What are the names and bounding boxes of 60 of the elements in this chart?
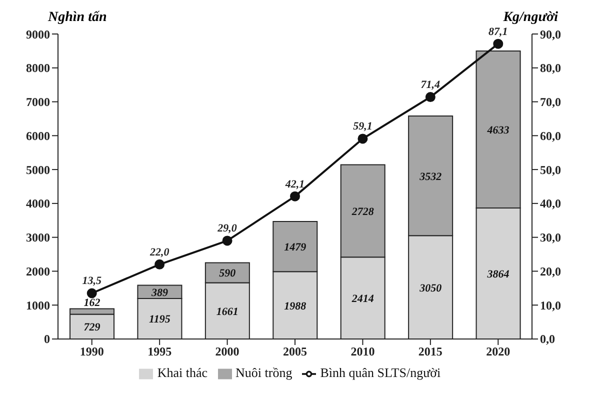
- data-label: 1195: [149, 314, 171, 326]
- data-label: 13,5: [82, 275, 102, 288]
- data-label: 389: [150, 286, 168, 299]
- x-tick-label: 2010: [350, 344, 375, 359]
- y2-tick-label: 70,0: [540, 95, 561, 110]
- data-label: 71,4: [420, 79, 441, 92]
- y-tick-label: 2000: [26, 264, 50, 278]
- point: [425, 92, 436, 102]
- y-axis-title: Nghìn tấn: [48, 10, 107, 26]
- point: [222, 236, 232, 246]
- y2-tick-label: 80,0: [540, 61, 561, 76]
- y2-tick-label: 10,0: [540, 298, 561, 312]
- data-label: 3864: [486, 268, 510, 281]
- point: [358, 134, 368, 144]
- point: [154, 259, 165, 270]
- point: [86, 288, 97, 298]
- data-label: 2414: [350, 293, 374, 306]
- y-tick-label: 4000: [26, 196, 50, 211]
- data-label: 29,0: [216, 222, 238, 235]
- y2-tick-label: 40,0: [540, 196, 561, 211]
- point: [290, 191, 300, 202]
- y-tick-label: 3000: [26, 230, 50, 245]
- data-label: 59,1: [353, 120, 372, 133]
- y2-axis-title: Kg/người: [503, 10, 558, 26]
- data-label: 42,1: [284, 178, 305, 190]
- y-tick-label: 6000: [26, 128, 50, 143]
- legend-label: Khai thác: [157, 364, 208, 380]
- legend-label: Nuôi trồng: [236, 364, 292, 380]
- data-label: 87,1: [488, 26, 508, 38]
- data-label: 22,0: [148, 246, 170, 258]
- x-tick-label: 2015: [418, 344, 442, 359]
- data-label: 590: [219, 268, 236, 280]
- x-tick-label: 2020: [486, 344, 510, 359]
- data-label: 162: [84, 296, 101, 309]
- data-label: 729: [84, 322, 101, 334]
- x-tick-label: 2000: [215, 344, 240, 359]
- data-label: 3050: [418, 282, 442, 294]
- point: [493, 38, 504, 49]
- data-label: 1988: [284, 300, 307, 312]
- y2-tick-label: 60,0: [540, 128, 561, 143]
- x-tick-label: 1990: [80, 344, 104, 359]
- x-tick-label: 1995: [148, 344, 172, 359]
- y-tick-label: 5000: [26, 162, 50, 177]
- y-tick-label: 7000: [26, 95, 50, 110]
- data-label: 3532: [418, 170, 442, 183]
- x-tick-label: 2005: [283, 344, 307, 359]
- data-label: 4633: [486, 124, 510, 137]
- y2-tick-label: 20,0: [540, 264, 561, 278]
- y-tick-label: 0: [44, 332, 50, 346]
- data-label: 2728: [350, 206, 374, 218]
- y-tick-label: 8000: [26, 61, 50, 76]
- legend-label: Bình quân SLTS/người: [320, 364, 441, 380]
- y2-tick-label: 0,0: [540, 332, 555, 346]
- data-label: 1661: [216, 306, 238, 318]
- data-label: 1479: [284, 242, 307, 254]
- y2-tick-label: 50,0: [540, 162, 561, 177]
- y-tick-label: 9000: [26, 27, 50, 42]
- y2-tick-label: 30,0: [540, 230, 561, 245]
- y2-tick-label: 90,0: [540, 27, 561, 42]
- y-tick-label: 1000: [26, 298, 50, 312]
